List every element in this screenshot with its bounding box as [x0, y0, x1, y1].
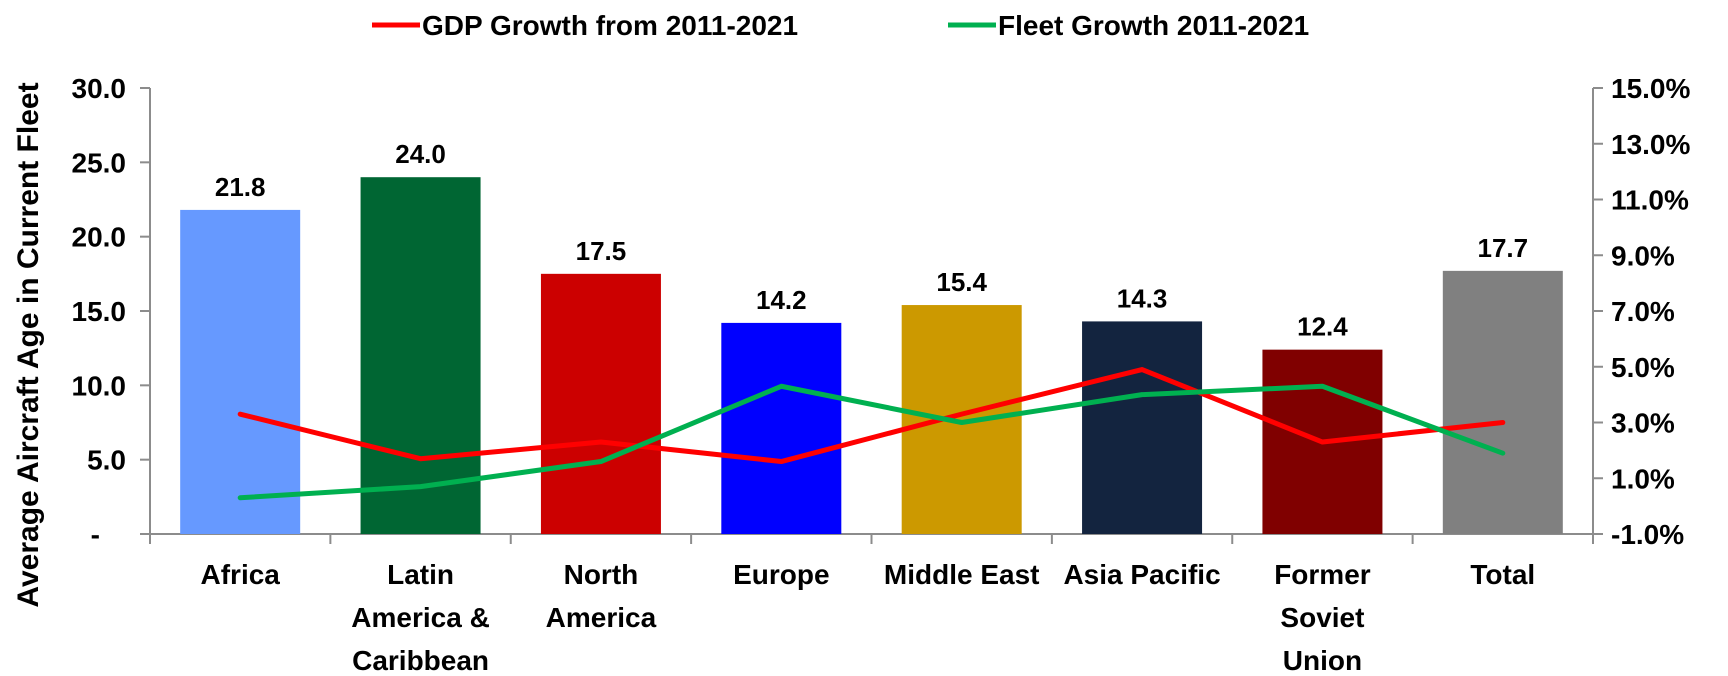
- series-line: [237, 383, 1506, 501]
- bar: [1442, 270, 1563, 534]
- category-label: Latin: [387, 559, 454, 590]
- bar-value-label: 12.4: [1297, 312, 1348, 342]
- series-line: [237, 367, 1506, 465]
- bar: [180, 209, 301, 534]
- y2-tick-label: 3.0%: [1611, 408, 1675, 439]
- y-tick-label: 15.0: [72, 296, 127, 327]
- category-label: Middle East: [884, 559, 1040, 590]
- y2-tick-label: 11.0%: [1611, 185, 1689, 216]
- bars: [180, 177, 1563, 534]
- bar: [721, 322, 842, 534]
- bar: [540, 273, 661, 534]
- category-labels: Africa Latin America & Caribbean North Americ…: [201, 559, 1536, 676]
- y2-tick-label: 13.0%: [1611, 129, 1690, 160]
- bar: [360, 177, 481, 534]
- y-tick-label: -: [91, 519, 100, 550]
- data-labels: 21.8 24.0 17.5 14.2 15.4 14.3 12.4 17.7: [215, 139, 1528, 341]
- y2-tick-label: 9.0%: [1611, 240, 1675, 271]
- category-label: Total: [1470, 559, 1535, 590]
- bar: [1082, 321, 1203, 534]
- bar-value-label: 17.5: [576, 236, 627, 266]
- category-label: Africa: [201, 559, 281, 590]
- category-label: America &: [351, 602, 490, 633]
- y2-tick-label: 5.0%: [1611, 352, 1675, 383]
- y-tick-label: 25.0: [72, 147, 127, 178]
- category-label: Soviet: [1280, 602, 1364, 633]
- bar-value-label: 21.8: [215, 172, 266, 202]
- y2-tick-label: 1.0%: [1611, 463, 1675, 494]
- legend: GDP Growth from 2011-2021 Fleet Growth 20…: [372, 10, 1309, 41]
- series-lines: [237, 367, 1506, 501]
- category-label: Former: [1274, 559, 1371, 590]
- bar-value-label: 17.7: [1478, 233, 1529, 263]
- y2-tick-label: 7.0%: [1611, 296, 1675, 327]
- y2-tick-label: 15.0%: [1611, 73, 1690, 104]
- category-label: Asia Pacific: [1063, 559, 1220, 590]
- category-label: North: [564, 559, 639, 590]
- category-label: Union: [1283, 645, 1362, 676]
- y-axis-title: Average Aircraft Age in Current Fleet: [12, 82, 45, 607]
- category-label: Europe: [733, 559, 829, 590]
- y-tick-label: 10.0: [72, 370, 127, 401]
- y-tick-label: 5.0: [87, 445, 126, 476]
- category-label: Caribbean: [352, 645, 489, 676]
- y-tick-label: 20.0: [72, 222, 127, 253]
- legend-label: GDP Growth from 2011-2021: [422, 10, 798, 41]
- bar-value-label: 14.2: [756, 285, 807, 315]
- bar-value-label: 15.4: [936, 267, 987, 297]
- bar-value-label: 14.3: [1117, 283, 1168, 313]
- category-label: America: [546, 602, 657, 633]
- y-tick-label: 30.0: [72, 73, 127, 104]
- ticks: - 5.0 10.0 15.0 20.0 25.0 30.0 -1.0% 1.0% 3.0% 5.0…: [72, 73, 1691, 550]
- legend-label: Fleet Growth 2011-2021: [998, 10, 1309, 41]
- bar: [901, 305, 1022, 534]
- bar-value-label: 24.0: [395, 139, 446, 169]
- y2-tick-label: -1.0%: [1611, 519, 1684, 550]
